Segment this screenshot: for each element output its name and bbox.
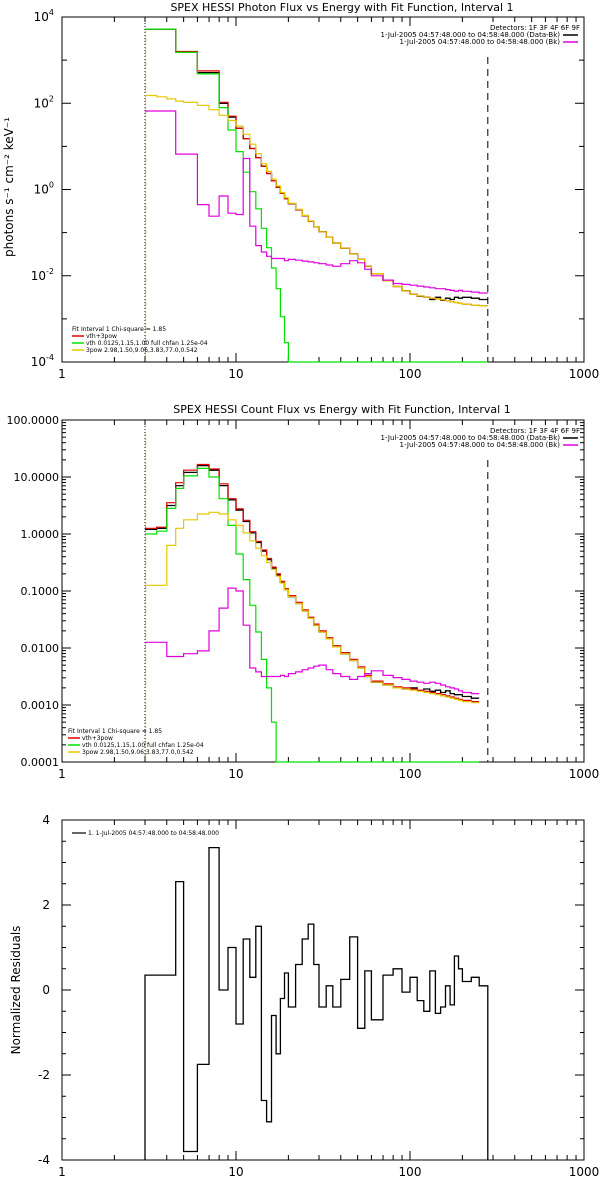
y-tick-label: 100 (34, 181, 54, 197)
legend-top-right: Detectors: 1F 3F 4F 6F 9F 1-Jul-2005 04:… (381, 427, 580, 449)
legend-bottom-left: Fit Interval 1 Chi-square = 1.85 vth+3po… (72, 326, 208, 354)
series-magenta-line (145, 110, 488, 294)
plot-frame (61, 819, 585, 1161)
y-tick-label: 10-2 (31, 267, 54, 283)
count-flux-title: SPEX HESSI Count Flux vs Energy with Fit… (173, 403, 510, 416)
residuals-ylabel: Normalized Residuals (9, 926, 23, 1055)
series-black-line (145, 464, 480, 699)
y-tick-label: 100.0000 (7, 414, 60, 427)
photon-flux-ylabel: photons s⁻¹ cm⁻² keV⁻¹ (2, 117, 16, 257)
x-tick-label: 1000 (569, 367, 600, 381)
y-tick-label: -2 (38, 1068, 50, 1082)
legend-3pow: 3pow 2.98,1.50,9.06,3.83,77.0,0.542 (82, 749, 194, 756)
y-tick-label: 0.0100 (21, 642, 60, 655)
legend-vth: vth 0.0125,1.15,1.00 full chfan 1.25e-04 (86, 340, 208, 347)
x-tick-label: 1000 (569, 767, 600, 781)
legend-detectors: Detectors: 1F 3F 4F 6F 9F (490, 427, 580, 435)
legend-bk: 1-Jul-2005 04:57:48.000 to 04:58:48.000 … (400, 38, 561, 46)
x-tick-label: 100 (399, 767, 422, 781)
series-yellow-line (145, 94, 488, 307)
legend-databk: 1-Jul-2005 04:57:48.000 to 04:58:48.000 … (381, 434, 561, 442)
x-tick-label: 1000 (569, 1165, 600, 1179)
legend-top-right: Detectors: 1F 3F 4F 6F 9F 1-Jul-2005 04:… (381, 24, 580, 46)
x-tick-label: 100 (399, 367, 422, 381)
series-yellow-line (145, 511, 480, 704)
x-tick-label: 1 (58, 1165, 66, 1179)
series-green-line (145, 28, 488, 363)
series-green-line (145, 467, 480, 763)
legend-vth: vth 0.0125,1.15,1.00 full chfan 1.25e-04 (82, 742, 204, 749)
y-tick-label: -4 (38, 1153, 50, 1167)
legend-vth3pow: vth+3pow (86, 333, 117, 340)
y-tick-label: 2 (42, 898, 50, 912)
legend-databk: 1-Jul-2005 04:57:48.000 to 04:58:48.000 … (381, 31, 561, 39)
y-tick-label: 1.0000 (21, 528, 60, 541)
legend-fit-interval: Fit Interval 1 Chi-square = 1.85 (72, 326, 166, 333)
y-tick-label: 0 (42, 983, 50, 997)
series-magenta-line (145, 587, 480, 695)
legend-fit-interval: Fit Interval 1 Chi-square = 1.85 (68, 728, 162, 735)
legend-vth3pow: vth+3pow (82, 735, 113, 742)
y-tick-label: 0.1000 (21, 585, 60, 598)
legend-top-left: 1. 1-Jul-2005 04:57:48.000 to 04:58:48.0… (72, 830, 219, 837)
x-tick-label: 100 (399, 1165, 422, 1179)
x-tick-label: 10 (228, 1165, 243, 1179)
count-flux-panel: SPEX HESSI Count Flux vs Energy with Fit… (7, 403, 600, 781)
x-tick-label: 10 (228, 367, 243, 381)
y-tick-label: 102 (34, 94, 54, 110)
photon-flux-panel: SPEX HESSI Photon Flux vs Energy with Fi… (2, 1, 599, 381)
legend-bottom-left: Fit Interval 1 Chi-square = 1.85 vth+3po… (68, 728, 204, 756)
y-tick-label: 10-4 (31, 353, 54, 369)
series-red-line (145, 463, 480, 703)
y-tick-label: 0.0001 (21, 756, 60, 769)
y-tick-label: 10.0000 (14, 471, 60, 484)
residuals-panel: Normalized Residuals 1 10 100 1000 -4 -2 0 2 4 1… (9, 813, 599, 1179)
x-tick-label: 1 (58, 367, 66, 381)
legend-detectors: Detectors: 1F 3F 4F 6F 9F (490, 24, 580, 32)
x-tick-label: 1 (58, 767, 66, 781)
y-tick-label: 104 (34, 8, 54, 24)
series-black-line (144, 846, 489, 1160)
series-red-line (145, 28, 488, 307)
photon-flux-title: SPEX HESSI Photon Flux vs Energy with Fi… (170, 1, 513, 14)
legend-3pow: 3pow 2.98,1.50,9.06,3.83,77.0,0.542 (86, 347, 198, 354)
plot-frame (61, 419, 585, 763)
x-tick-label: 10 (228, 767, 243, 781)
y-tick-label: 0.0010 (21, 699, 60, 712)
legend-residual: 1. 1-Jul-2005 04:57:48.000 to 04:58:48.0… (88, 830, 219, 837)
plot-frame (61, 16, 585, 363)
legend-bk: 1-Jul-2005 04:57:48.000 to 04:58:48.000 … (400, 441, 561, 449)
series-black-line (145, 28, 488, 301)
y-tick-label: 4 (42, 813, 50, 827)
